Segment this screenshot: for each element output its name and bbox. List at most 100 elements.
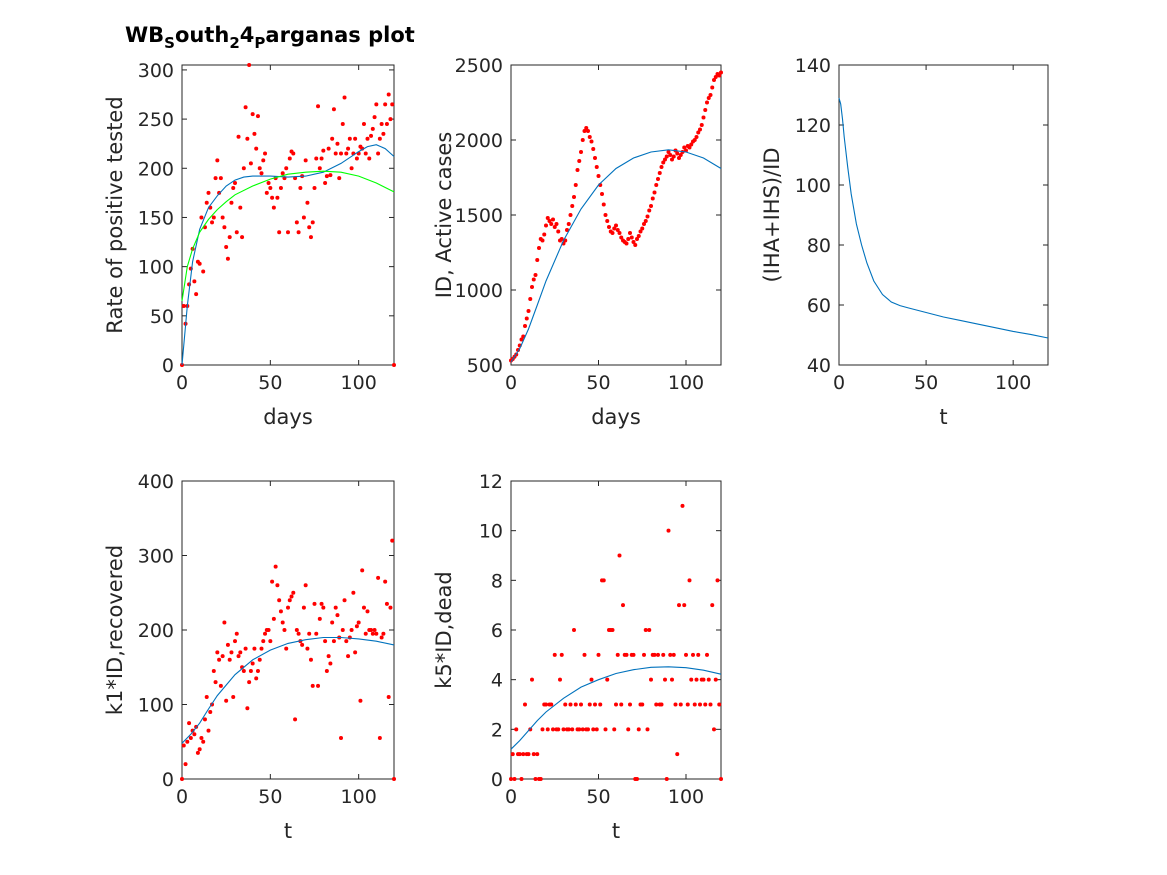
- data-point: [326, 146, 331, 151]
- data-point: [181, 743, 186, 748]
- y-axis-label: k1*ID,recovered: [103, 545, 127, 715]
- data-point: [650, 196, 655, 201]
- data-point: [601, 202, 606, 207]
- data-point: [678, 153, 683, 157]
- data-point: [379, 122, 384, 127]
- data-point: [384, 601, 389, 606]
- data-point: [591, 147, 596, 151]
- data-point: [589, 677, 594, 682]
- data-point: [703, 702, 708, 707]
- data-point: [252, 131, 257, 136]
- data-point: [248, 668, 253, 673]
- data-point: [531, 752, 536, 757]
- data-point: [551, 727, 555, 732]
- x-tick-label: 50: [258, 372, 282, 394]
- data-point: [201, 269, 206, 274]
- data-point: [675, 151, 680, 156]
- data-point: [640, 702, 645, 707]
- data-point: [621, 603, 625, 608]
- data-point: [514, 727, 519, 732]
- data-point: [561, 727, 566, 732]
- data-point: [575, 168, 580, 172]
- data-point: [568, 702, 573, 707]
- subplot-active-cases: 0 50 100 500 1000 1500 2000 2500 days ID, Active …: [432, 55, 723, 429]
- data-point: [305, 200, 310, 205]
- data-point: [531, 277, 536, 282]
- data-point: [188, 736, 193, 741]
- data-point: [706, 677, 711, 682]
- data-point: [643, 219, 648, 223]
- data-point: [694, 135, 699, 139]
- data-point: [183, 762, 188, 767]
- data-point: [668, 153, 673, 157]
- data-point: [566, 727, 571, 732]
- y-tick-label: 100: [138, 695, 174, 717]
- data-point: [323, 181, 328, 186]
- data-point: [691, 652, 695, 657]
- data-point: [661, 652, 666, 657]
- data-point: [286, 605, 290, 610]
- y-tick-label: 0: [162, 769, 174, 791]
- data-point: [652, 190, 657, 195]
- y-tick-label: 100: [795, 175, 831, 197]
- data-point: [213, 680, 218, 685]
- data-point: [563, 702, 568, 707]
- data-point: [535, 258, 540, 262]
- axes-box: [510, 480, 722, 780]
- data-point: [259, 171, 264, 176]
- data-point: [614, 223, 618, 228]
- data-point: [610, 628, 615, 632]
- data-point: [204, 695, 209, 700]
- data-point: [687, 578, 692, 583]
- data-point: [392, 363, 396, 367]
- data-point: [307, 225, 312, 230]
- data-point: [220, 215, 225, 220]
- data-point: [713, 677, 718, 682]
- subplot-rate-positive: 0 50 100 0 50 100 150 200 250 300 days Rate of posi…: [103, 60, 396, 429]
- data-point: [321, 605, 326, 610]
- data-point: [289, 594, 294, 599]
- data-point: [323, 639, 328, 644]
- data-point: [291, 151, 296, 156]
- data-point: [663, 677, 667, 682]
- data-point: [225, 642, 230, 647]
- y-tick-label: 4: [491, 670, 503, 692]
- data-point: [689, 142, 694, 147]
- data-point: [649, 204, 653, 208]
- data-point: [579, 150, 583, 154]
- data-point: [206, 190, 211, 195]
- data-point: [233, 639, 237, 644]
- data-point: [523, 324, 527, 328]
- data-point: [337, 176, 342, 181]
- data-point: [310, 220, 315, 225]
- y-axis-label: ID, Active cases: [432, 132, 456, 299]
- data-point: [331, 639, 336, 644]
- data-point: [284, 646, 289, 651]
- fit-curve-line: [510, 666, 722, 750]
- data-point: [670, 677, 674, 682]
- data-point: [376, 151, 381, 156]
- data-point: [696, 652, 701, 657]
- y-tick-label: 12: [479, 471, 503, 493]
- y-tick-label: 300: [138, 546, 174, 568]
- data-point: [303, 158, 308, 163]
- data-point: [300, 642, 305, 647]
- data-point: [363, 151, 368, 156]
- data-point: [547, 219, 552, 223]
- data-point: [211, 668, 216, 673]
- data-point: [657, 171, 662, 175]
- data-point: [383, 579, 388, 584]
- data-point: [324, 174, 329, 179]
- data-point: [342, 95, 347, 100]
- data-point: [694, 677, 699, 682]
- data-point: [252, 646, 257, 651]
- fit-curve-line: [510, 149, 722, 363]
- data-point: [238, 650, 243, 655]
- data-point: [587, 135, 592, 139]
- data-point: [635, 237, 639, 241]
- y-tick-label: 200: [138, 620, 174, 642]
- data-point: [664, 154, 669, 159]
- data-point: [282, 628, 287, 632]
- data-point: [526, 309, 531, 313]
- data-point: [388, 605, 393, 610]
